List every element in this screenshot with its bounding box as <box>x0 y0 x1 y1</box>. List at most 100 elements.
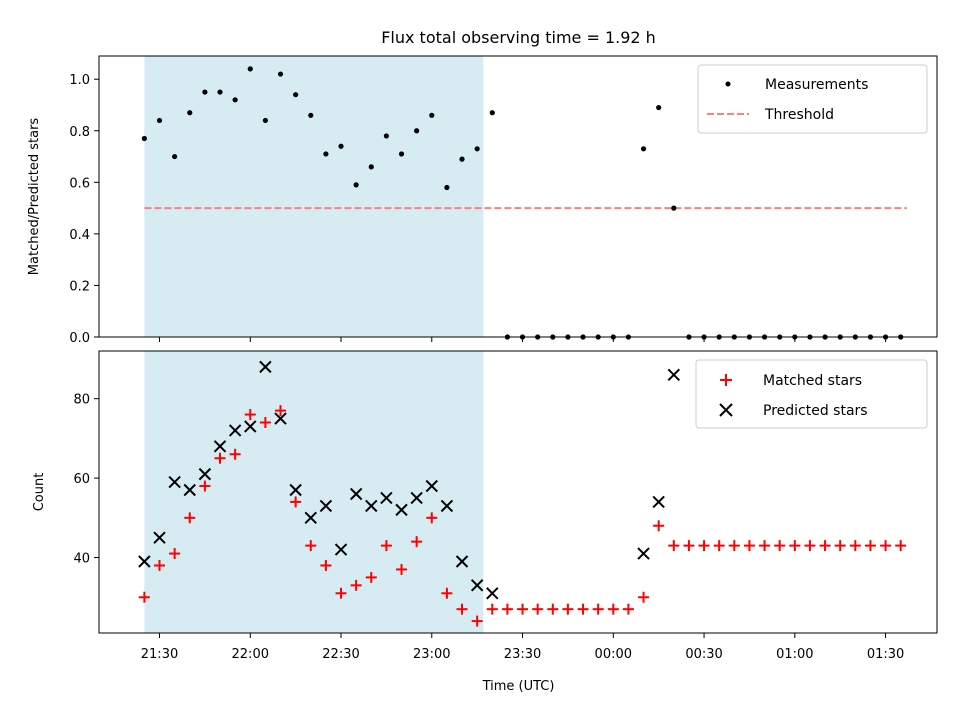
matched-star-point <box>486 603 498 615</box>
predicted-star-point <box>440 499 454 513</box>
legend-predicted-marker <box>719 403 733 417</box>
matched-star-point <box>668 540 680 552</box>
measurement-point <box>489 110 495 116</box>
matched-star-point <box>895 540 907 552</box>
measurement-point <box>338 143 344 149</box>
matched-star-point <box>441 587 453 599</box>
matched-star-point <box>864 540 876 552</box>
matched-star-point <box>396 563 408 575</box>
matched-star-point <box>229 448 241 460</box>
top-ytick-label: 1.0 <box>69 73 90 88</box>
bottom-y-axis-label: Count <box>32 473 47 512</box>
predicted-star-point <box>455 555 469 568</box>
legend-matched-marker <box>720 374 732 386</box>
measurement-point <box>202 89 208 95</box>
bottom-xtick-label: 00:30 <box>685 647 722 662</box>
bottom-ytick-label: 40 <box>73 552 90 567</box>
matched-star-point <box>547 603 559 615</box>
bottom-xtick-label: 22:00 <box>232 647 269 662</box>
measurement-point <box>414 128 420 134</box>
matched-star-point <box>728 540 740 552</box>
measurement-point <box>217 89 223 95</box>
matched-star-point <box>834 540 846 552</box>
bottom-axes-frame <box>98 350 938 634</box>
predicted-star-point <box>365 499 378 513</box>
matched-star-point <box>713 540 725 552</box>
matched-star-point <box>683 540 695 552</box>
top-shaded-region <box>144 56 484 337</box>
matched-star-point <box>411 536 423 548</box>
predicted-star-point <box>395 503 408 517</box>
matched-star-point <box>638 591 650 603</box>
matched-star-point <box>456 603 468 615</box>
matched-star-point <box>184 512 196 524</box>
measurement-point <box>459 156 465 162</box>
bottom-xtick-label: 21:30 <box>141 647 178 662</box>
predicted-star-point <box>319 499 333 513</box>
bottom-shaded-region-layer <box>144 351 484 633</box>
matched-star-point <box>819 540 831 552</box>
top-ytick-label: 0.0 <box>69 331 90 346</box>
predicted-star-point <box>198 467 212 481</box>
legend-measurements-label: Measurements <box>765 77 868 93</box>
top-ytick-label: 0.2 <box>69 279 90 294</box>
matched-star-point <box>199 480 211 492</box>
measurement-point <box>368 164 374 170</box>
predicted-star-point <box>259 360 272 374</box>
bottom-x-ticks: 21:30 22:00 22:30 23:00 23:30 00:00 00:30 01:00… <box>141 633 904 662</box>
predicted-star-point <box>410 491 423 505</box>
top-shaded-region-layer <box>144 56 484 337</box>
top-y-ticks: 0.0 0.2 0.4 0.6 0.8 1.0 <box>69 73 99 346</box>
measurement-point <box>353 182 359 188</box>
measurement-point <box>293 92 299 98</box>
legend-measurements-marker <box>725 81 731 87</box>
matched-stars-points <box>138 405 907 627</box>
top-panel: 0.0 0.2 0.4 0.6 0.8 1.0 Matched/Predicted sta… <box>27 55 938 346</box>
matched-star-point <box>592 603 604 615</box>
predicted-star-point <box>637 547 650 560</box>
matched-star-point <box>880 540 892 552</box>
matched-star-point <box>622 603 634 615</box>
predicted-star-point <box>228 424 242 437</box>
measurement-point <box>474 146 480 152</box>
matched-star-point <box>789 540 801 552</box>
matched-star-point <box>577 603 589 615</box>
matched-star-point <box>517 603 529 615</box>
matched-star-point <box>214 452 226 464</box>
bottom-y-ticks: 40 60 80 <box>73 393 99 567</box>
measurement-point <box>187 110 193 116</box>
measurement-point <box>656 104 662 111</box>
matched-star-point <box>774 540 786 552</box>
top-axes-frame <box>98 55 938 338</box>
bottom-xtick-label: 00:00 <box>595 647 632 662</box>
measurement-point <box>429 112 435 118</box>
legend-predicted-label: Predicted stars <box>763 403 868 419</box>
matched-star-point <box>259 416 271 428</box>
top-y-axis-label: Matched/Predicted stars <box>27 118 42 276</box>
matched-star-point <box>365 571 377 583</box>
predicted-star-point <box>183 483 196 497</box>
matched-star-point <box>305 540 317 552</box>
predicted-star-point <box>425 479 438 493</box>
measurement-point <box>398 151 405 157</box>
top-ytick-label: 0.4 <box>69 228 90 243</box>
matched-star-point <box>698 540 710 552</box>
predicted-star-point <box>138 555 151 568</box>
predicted-star-point <box>168 475 181 489</box>
matched-star-point <box>532 603 544 615</box>
measurement-point <box>308 112 314 118</box>
chart-title: Flux total observing time = 1.92 h <box>381 28 656 47</box>
measurement-point <box>323 151 329 157</box>
measurement-point <box>262 117 268 124</box>
top-legend-box <box>697 64 928 134</box>
matched-star-point <box>562 603 574 615</box>
measurement-point <box>172 153 178 160</box>
bottom-xtick-label: 22:30 <box>322 647 359 662</box>
bottom-ytick-label: 80 <box>73 393 90 408</box>
predicted-star-point <box>244 420 257 433</box>
predicted-stars-points <box>138 360 681 600</box>
top-legend: Measurements Threshold <box>697 64 928 134</box>
measurement-point <box>640 146 647 152</box>
measurement-point <box>277 71 284 77</box>
